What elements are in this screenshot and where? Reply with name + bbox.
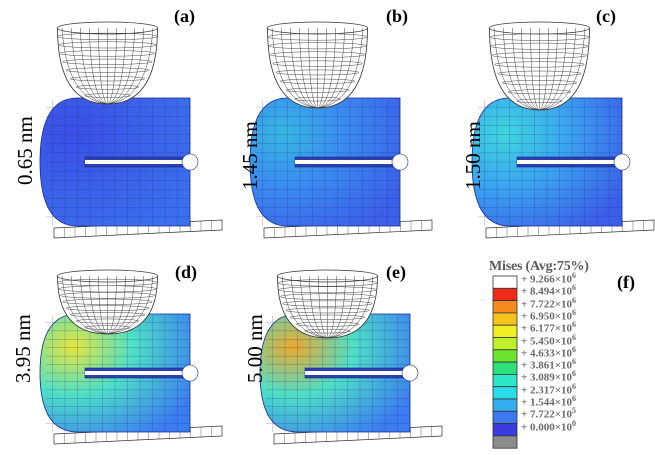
panel-label-a: (a) [174, 6, 195, 27]
depth-label-e: 5.00 nm [243, 314, 268, 383]
legend-value: + 0.000×100 [521, 418, 576, 434]
legend-swatch [493, 301, 517, 313]
depth-label-c: 1.50 nm [461, 121, 486, 190]
fea-panel-e [260, 270, 442, 444]
legend-swatch [493, 374, 517, 386]
depth-label-b: 1.45 nm [238, 121, 263, 190]
panel-label-d: (d) [175, 262, 197, 283]
legend-swatch [493, 387, 517, 399]
legend-swatch [493, 325, 517, 337]
legend-swatch [493, 313, 517, 325]
depth-label-a: 0.65 nm [13, 116, 38, 185]
legend-swatch [493, 411, 517, 423]
fea-panel-c [472, 22, 654, 238]
depth-label-d: 3.95 nm [11, 314, 36, 383]
panel-label-e: (e) [386, 262, 406, 283]
panel-label-f: (f) [617, 272, 635, 293]
fea-panel-d [40, 270, 222, 444]
panel-label-b: (b) [386, 6, 408, 27]
fea-panel-a [40, 22, 222, 238]
legend-swatch [493, 276, 517, 288]
legend-swatch [493, 362, 517, 374]
panel-label-c: (c) [596, 6, 616, 27]
legend-swatch [493, 350, 517, 362]
legend-swatch [493, 338, 517, 350]
fea-panel-b [250, 22, 432, 238]
legend-swatch [493, 424, 517, 436]
legend-swatch [493, 288, 517, 300]
legend-swatch [493, 399, 517, 411]
legend-swatch [493, 436, 517, 448]
legend-color-bar [493, 276, 517, 448]
